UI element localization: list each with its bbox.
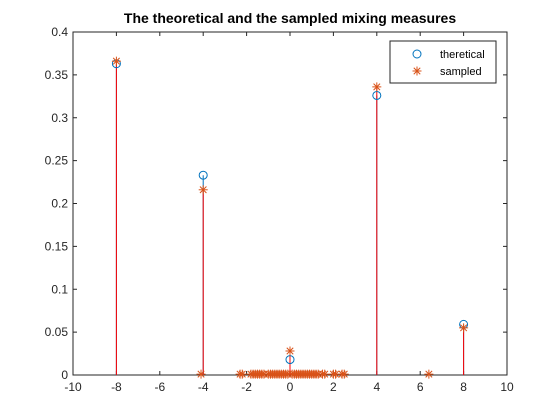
sampled-marker bbox=[196, 369, 206, 379]
sampled-marker bbox=[320, 369, 330, 379]
sampled-marker bbox=[285, 346, 295, 356]
theoretical-marker bbox=[285, 355, 295, 365]
theoretical-marker bbox=[372, 90, 382, 100]
legend: theretical sampled bbox=[389, 40, 497, 84]
y-tick-label: 0.3 bbox=[51, 111, 68, 125]
y-tick-label: 0 bbox=[61, 368, 68, 382]
x-tick-label: -2 bbox=[241, 380, 252, 394]
sampled-marker bbox=[424, 369, 434, 379]
y-tick-label: 0.35 bbox=[45, 68, 69, 82]
x-tick-label: 8 bbox=[460, 380, 467, 394]
x-tick-label: -4 bbox=[198, 380, 209, 394]
sampled-marker bbox=[111, 56, 121, 66]
y-tick-label: 0.1 bbox=[51, 282, 68, 296]
sampled-marker bbox=[339, 369, 349, 379]
y-tick-label: 0.25 bbox=[45, 154, 69, 168]
y-axis: 0 0.05 0.1 0.15 0.2 0.25 0.3 0.35 0.4 bbox=[45, 25, 507, 382]
x-tick-label: -10 bbox=[64, 380, 82, 394]
y-tick-label: 0.05 bbox=[45, 325, 69, 339]
legend-item-theoretical: theretical bbox=[412, 49, 485, 61]
y-tick-label: 0.4 bbox=[51, 25, 68, 39]
x-tick-label: 4 bbox=[373, 380, 380, 394]
stem-lines bbox=[115, 61, 465, 375]
legend-item-sampled: sampled bbox=[412, 66, 482, 78]
sampled-marker bbox=[372, 82, 382, 92]
sampled-marker bbox=[198, 185, 208, 195]
x-tick-label: 0 bbox=[287, 380, 294, 394]
markers bbox=[111, 56, 469, 379]
legend-label: theretical bbox=[440, 49, 485, 61]
y-tick-label: 0.15 bbox=[45, 239, 69, 253]
chart-title: The theoretical and the sampled mixing m… bbox=[124, 10, 456, 26]
x-tick-label: -8 bbox=[111, 380, 122, 394]
legend-label: sampled bbox=[440, 66, 482, 78]
sampled-marker bbox=[459, 323, 469, 333]
x-tick-label: 10 bbox=[500, 380, 514, 394]
x-tick-label: 6 bbox=[417, 380, 424, 394]
sampled-marker bbox=[237, 369, 247, 379]
legend-circle-marker bbox=[412, 49, 422, 59]
x-tick-label: 2 bbox=[330, 380, 337, 394]
legend-box bbox=[389, 40, 497, 84]
axes-box bbox=[72, 31, 508, 376]
x-tick-label: -6 bbox=[154, 380, 165, 394]
y-tick-label: 0.2 bbox=[51, 197, 68, 211]
theoretical-marker bbox=[198, 170, 208, 180]
legend-asterisk-marker bbox=[412, 66, 422, 76]
